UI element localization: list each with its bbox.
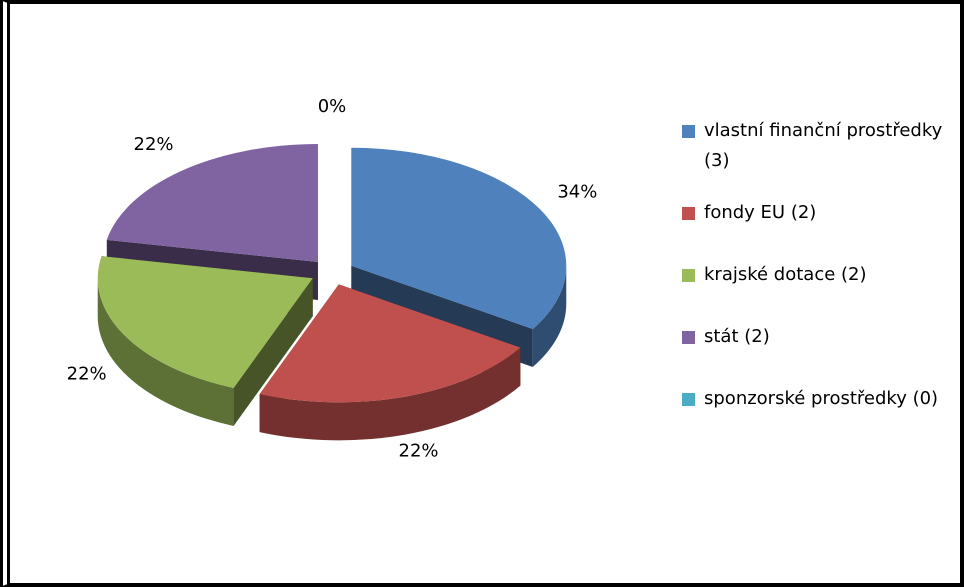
legend-swatch <box>682 269 695 282</box>
legend: vlastní finanční prostředky (3) fondy EU … <box>682 116 960 414</box>
legend-swatch <box>682 125 695 138</box>
slice-top <box>97 256 313 388</box>
data-label: 22% <box>67 363 107 384</box>
data-label: 22% <box>134 134 174 155</box>
legend-label: vlastní finanční prostředky (3) <box>704 120 943 171</box>
legend-label: krajské dotace (2) <box>704 264 867 285</box>
data-label: 34% <box>557 182 597 203</box>
legend-label: fondy EU (2) <box>704 202 817 223</box>
legend-entry: krajské dotace (2) <box>682 260 960 290</box>
slice-wall <box>97 278 234 426</box>
data-label: 22% <box>399 441 439 462</box>
legend-swatch <box>682 393 695 406</box>
slice-wall <box>532 265 567 367</box>
slice <box>97 256 313 426</box>
legend-swatch <box>682 331 695 344</box>
chart: 34% 22% 22% 22% 0% <box>67 96 598 462</box>
data-label: 0% <box>318 96 347 117</box>
slice-top <box>106 143 318 262</box>
legend-entry: vlastní finanční prostředky (3) <box>682 116 960 176</box>
slice-side <box>233 278 313 426</box>
slice-top <box>259 284 521 403</box>
legend-swatch <box>682 207 695 220</box>
legend-label: stát (2) <box>704 326 770 347</box>
slice <box>259 284 521 441</box>
legend-label: sponzorské prostředky (0) <box>704 388 939 409</box>
slice-top <box>351 147 567 329</box>
slice-wall <box>259 347 521 441</box>
legend-entry: fondy EU (2) <box>682 198 960 228</box>
legend-entry: sponzorské prostředky (0) <box>682 384 960 414</box>
legend-entry: stát (2) <box>682 322 960 352</box>
